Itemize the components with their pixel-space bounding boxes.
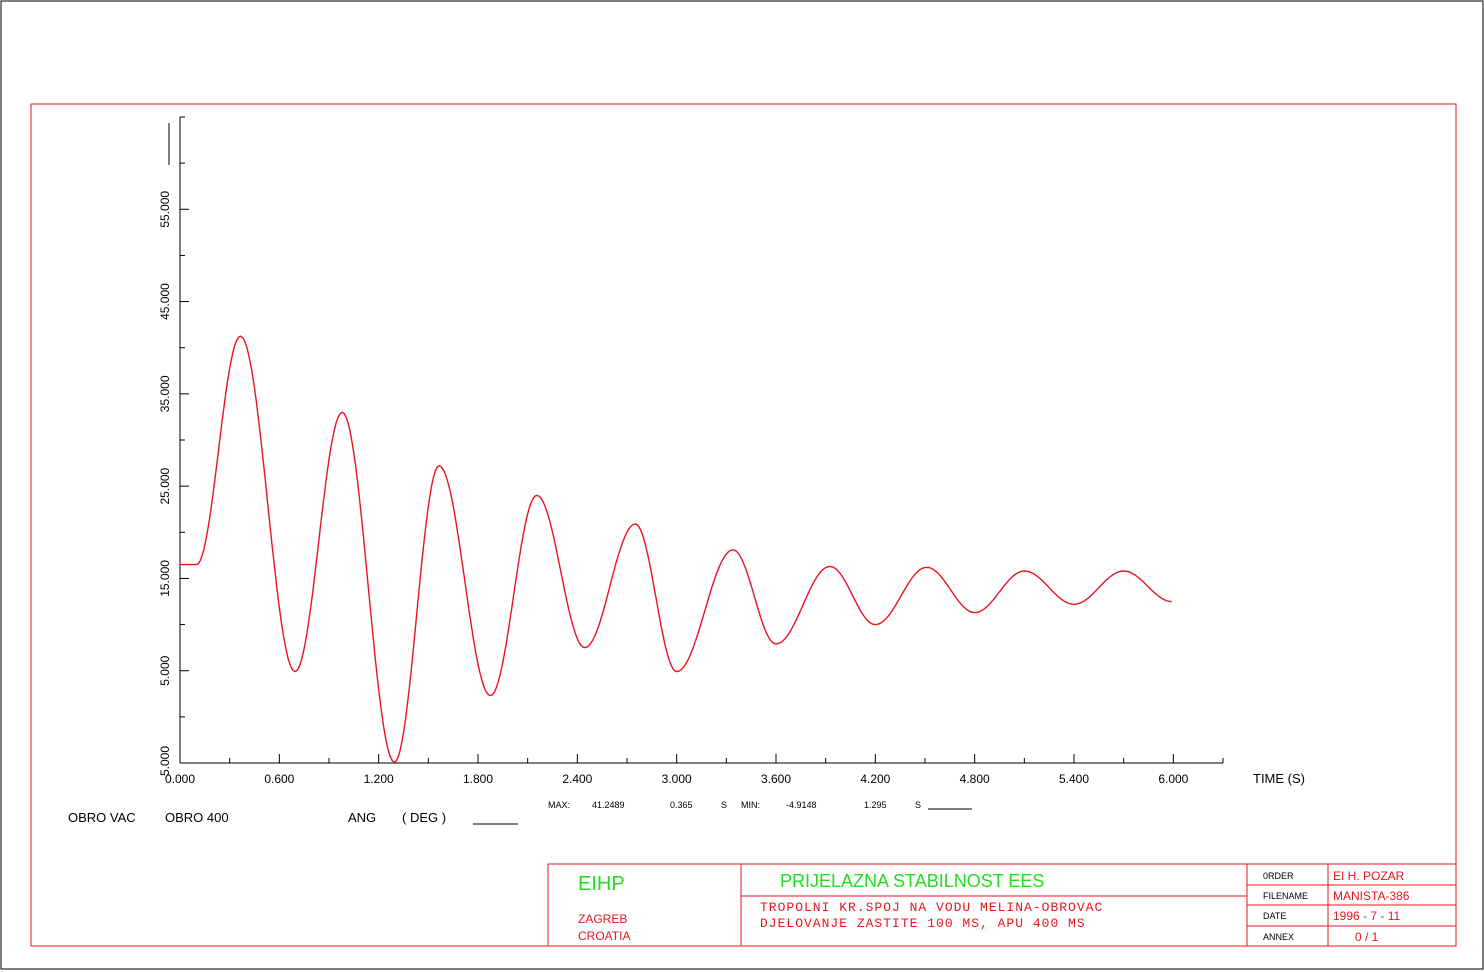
- x-tick-label: 1.800: [463, 772, 493, 786]
- y-tick-label: 5.000: [158, 655, 172, 685]
- plot-title: PRIJELAZNA STABILNOST EES: [780, 871, 1044, 891]
- chart-axes: [179, 117, 1223, 764]
- description-line-2: DJELOVANJE ZASTITE 100 MS, APU 400 MS: [760, 916, 1086, 931]
- x-tick-labels: 0.000 0.600 1.200 1.800 2.400 3.000 3.600 4.200…: [165, 772, 1189, 786]
- x-tick-label: 0.000: [165, 772, 195, 786]
- x-tick-label: 6.000: [1158, 772, 1188, 786]
- x-tick-label: 1.200: [364, 772, 394, 786]
- org-name: EIHP: [578, 873, 625, 895]
- x-axis-label: TIME (S): [1253, 771, 1305, 786]
- y-tick-labels: -5.000 5.000 15.000 25.000 35.000 45.000 55.00…: [158, 191, 172, 780]
- annex-label: ANNEX: [1263, 932, 1294, 942]
- annex-value: 0 / 1: [1355, 930, 1379, 944]
- drawing-frame: [30, 103, 1457, 947]
- y-tick-label: 15.000: [158, 560, 172, 597]
- min-label: MIN:: [741, 800, 760, 810]
- x-tick-label: 5.400: [1059, 772, 1089, 786]
- max-time-unit: S: [721, 800, 727, 810]
- signal-quantity: ANG: [348, 810, 376, 825]
- max-value: 41.2489: [592, 800, 625, 810]
- min-time: 1.295: [864, 800, 887, 810]
- filename-value: MANISTA-386: [1333, 889, 1410, 903]
- x-tick-label: 4.800: [960, 772, 990, 786]
- x-tick-label: 4.200: [860, 772, 890, 786]
- order-value: EI H. POZAR: [1333, 869, 1405, 883]
- date-value: 1996 - 7 - 11: [1333, 909, 1400, 923]
- x-tick-label: 3.600: [761, 772, 791, 786]
- max-time: 0.365: [670, 800, 693, 810]
- y-tick-label: 35.000: [158, 375, 172, 412]
- filename-label: FILENAME: [1263, 891, 1308, 901]
- signal-unit: ( DEG ): [402, 810, 446, 825]
- signal-station: OBRO VAC: [68, 810, 136, 825]
- description-line-1: TROPOLNI KR.SPOJ NA VODU MELINA-OBROVAC: [760, 900, 1103, 915]
- title-block: EIHP ZAGREB CROATIA PRIJELAZNA STABILNOS…: [547, 863, 1457, 947]
- org-city: ZAGREB: [578, 912, 627, 926]
- order-label: 0RDER: [1263, 871, 1294, 881]
- x-tick-label: 2.400: [562, 772, 592, 786]
- x-tick-label: 3.000: [662, 772, 692, 786]
- x-tick-label: 0.600: [264, 772, 294, 786]
- date-label: DATE: [1263, 911, 1286, 921]
- max-label: MAX:: [548, 800, 570, 810]
- y-tick-label: 55.000: [158, 191, 172, 228]
- org-country: CROATIA: [578, 929, 630, 943]
- y-tick-label: 25.000: [158, 467, 172, 504]
- signal-bus: OBRO 400: [165, 810, 229, 825]
- x-ticks: [179, 754, 1224, 763]
- y-tick-label: 45.000: [158, 283, 172, 320]
- y-ticks: [180, 116, 189, 764]
- min-time-unit: S: [915, 800, 921, 810]
- series-line: [180, 335, 1172, 764]
- min-value: -4.9148: [786, 800, 817, 810]
- y-tick-label: -5.000: [158, 746, 172, 780]
